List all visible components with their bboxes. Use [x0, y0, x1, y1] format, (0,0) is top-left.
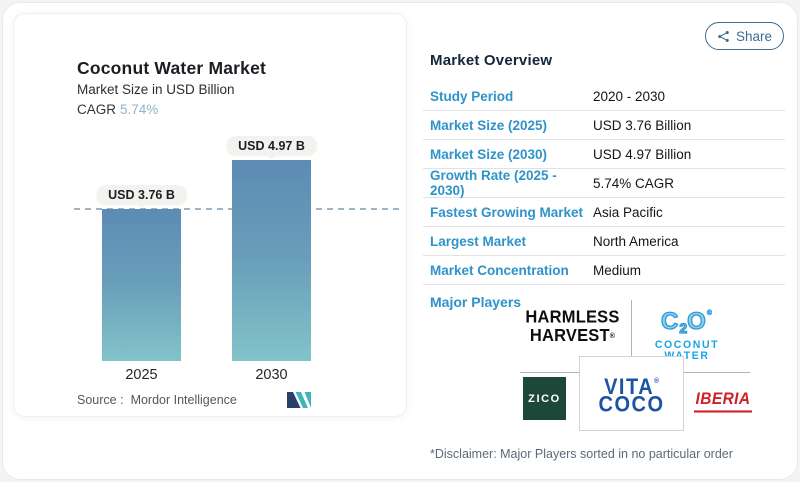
mordor-intelligence-logo-icon — [287, 392, 311, 408]
bar-chart: USD 3.76 B 2025 USD 4.97 B 2030 — [14, 14, 406, 416]
overview-row-label: Study Period — [430, 88, 514, 104]
source-attribution: Source : Mordor Intelligence — [77, 393, 237, 407]
zico-text: ZICO — [528, 392, 561, 405]
overview-row-label: Growth Rate (2025 - 2030) — [430, 168, 557, 198]
c2o-mark: C2O® — [660, 308, 713, 337]
overview-row-label: Market Size (2025) — [430, 117, 548, 133]
chart-title: Coconut Water Market — [77, 58, 267, 78]
overview-row-value: 2020 - 2030 — [593, 88, 666, 104]
overview-row-label: Largest Market — [430, 233, 527, 249]
overview-row: Market Concentration Medium — [423, 256, 785, 285]
zico-logo: ZICO — [523, 377, 566, 420]
overview-row-value: Medium — [593, 262, 642, 278]
x-axis-label-2030: 2030 — [255, 367, 288, 383]
overview-row-label: Market Size (2030) — [430, 146, 548, 162]
market-overview-table: Study Period 2020 - 2030 Market Size (2025… — [423, 82, 785, 285]
overview-row-label: Market Concentration — [430, 262, 569, 278]
vita-coco-line2: COCO — [598, 392, 665, 418]
iberia-text: IBERIA — [695, 390, 751, 409]
c2o-line1: COCONUT — [654, 338, 720, 352]
share-icon — [718, 30, 729, 42]
harmless-harvest-line2: HARVEST — [529, 325, 610, 346]
overview-row: Study Period 2020 - 2030 — [423, 82, 785, 111]
overview-row: Market Size (2025) USD 3.76 Billion — [423, 111, 785, 140]
harmless-harvest-line1: HARMLESS — [525, 307, 620, 327]
x-axis-label-2025: 2025 — [125, 367, 158, 383]
market-chart-card: Coconut Water Market Market Size in USD … — [13, 13, 407, 417]
overview-row-value: North America — [593, 233, 679, 249]
harmless-harvest-reg: ® — [609, 332, 616, 340]
players-disclaimer: *Disclaimer: Major Players sorted in no … — [430, 447, 733, 461]
overview-row-value: USD 4.97 Billion — [593, 146, 692, 162]
harmless-harvest-logo: HARMLESS HARVEST® — [520, 307, 625, 346]
c2o-coconut-water-logo: C2O® COCONUT WATER — [637, 302, 737, 361]
overview-row: Market Size (2030) USD 4.97 Billion — [423, 140, 785, 169]
bar-value-label-2025: USD 3.76 B — [96, 185, 187, 204]
chart-subtitle: Market Size in USD Billion — [77, 82, 235, 97]
bar-2030 — [232, 160, 311, 361]
vita-coco-line1: VITA® — [604, 374, 659, 399]
bar-2025 — [102, 209, 181, 361]
overview-row: Growth Rate (2025 - 2030) 5.74% CAGR — [423, 168, 785, 198]
c2o-line2: WATER — [664, 349, 710, 362]
overview-row: Largest Market North America — [423, 227, 785, 256]
market-overview-heading: Market Overview — [430, 52, 553, 69]
major-players-label: Major Players — [430, 294, 522, 310]
bar-value-label-2030: USD 4.97 B — [226, 136, 317, 155]
iberia-logo: IBERIA — [694, 390, 752, 413]
share-button[interactable]: Share — [705, 22, 784, 50]
source-value: Mordor Intelligence — [130, 393, 237, 407]
overview-row-label: Fastest Growing Market — [430, 204, 584, 220]
cagr-value: 5.74% — [120, 102, 159, 117]
source-label: Source : — [77, 393, 124, 407]
vita-coco-logo-card: VITA® COCO — [579, 356, 684, 431]
players-grid-vertical-divider — [631, 300, 632, 357]
share-button-label: Share — [735, 28, 773, 44]
chart-cagr: CAGR 5.74% — [77, 102, 158, 117]
cagr-label: CAGR — [77, 102, 117, 117]
overview-row-value: USD 3.76 Billion — [593, 117, 692, 133]
overview-row: Fastest Growing Market Asia Pacific — [423, 198, 785, 227]
overview-row-value: 5.74% CAGR — [593, 175, 675, 191]
overview-row-value: Asia Pacific — [593, 204, 663, 220]
